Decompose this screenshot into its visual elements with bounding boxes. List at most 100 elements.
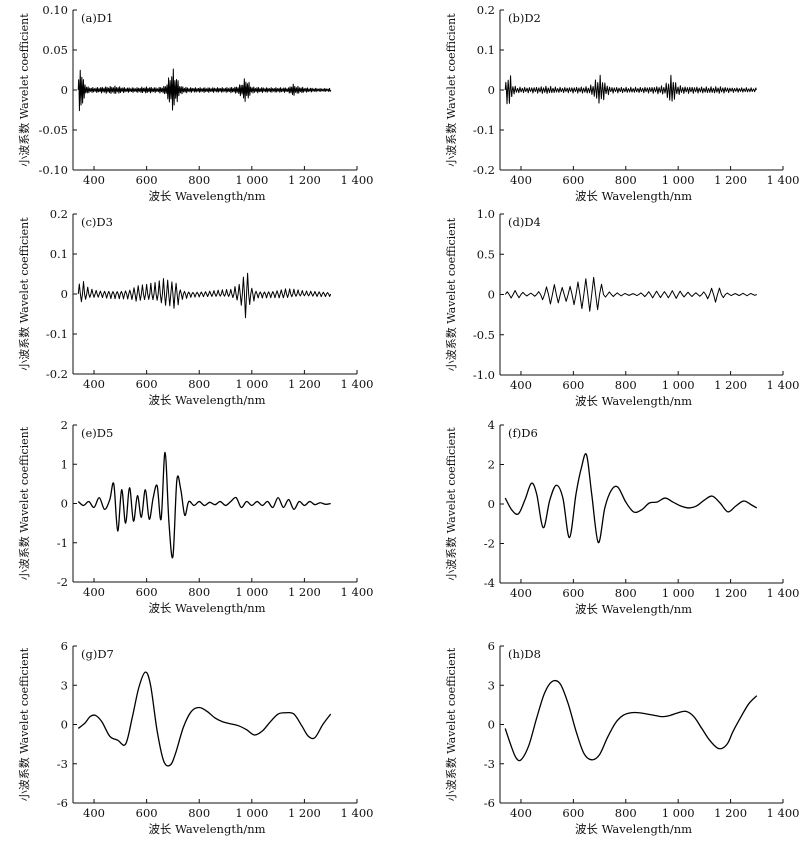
x-tick-label: 1 000 [235, 806, 268, 820]
y-tick-label: 3 [61, 678, 68, 692]
x-tick-label: 1 400 [341, 806, 374, 820]
panel-title: (h)D8 [508, 647, 541, 661]
x-tick-label: 1 400 [767, 586, 800, 600]
y-tick-label: -2 [57, 575, 68, 589]
y-axis-label: 小波系数 Wavelet coefficient [445, 647, 458, 801]
series-line [77, 451, 331, 559]
x-tick-label: 800 [615, 586, 637, 600]
y-tick-label: -0.2 [473, 163, 495, 177]
series-line [77, 272, 332, 319]
chart-panel-5: -2 -1 0 1 2 400 600 800 1 000 1 200 1 400 波长 Wavele… [18, 418, 373, 615]
y-tick-label: -0.10 [39, 163, 69, 177]
chart-panel-4: -1.0 -0.5 0 0.5 1.0 400 600 800 1 000 1 200 1 400 波… [445, 207, 799, 408]
y-tick-label: 6 [488, 639, 495, 653]
x-tick-label: 600 [562, 173, 584, 187]
y-axis-label: 小波系数 Wavelet coefficient [445, 427, 458, 581]
series-line [77, 671, 332, 767]
x-tick-label: 1 000 [662, 173, 695, 187]
x-tick-label: 600 [136, 806, 158, 820]
x-tick-label: 400 [83, 377, 105, 391]
x-tick-label: 600 [136, 585, 158, 599]
series-line [504, 276, 757, 312]
series-line [504, 74, 757, 105]
x-tick-label: 800 [615, 173, 637, 187]
y-axis-label: 小波系数 Wavelet coefficient [445, 217, 458, 371]
x-tick-label: 1 000 [662, 586, 695, 600]
x-tick-label: 800 [615, 806, 637, 820]
y-tick-label: 0.05 [42, 43, 68, 57]
x-tick-label: 800 [188, 377, 210, 391]
y-tick-label: 0 [61, 497, 68, 511]
x-axis-label: 波长 Wavelength/nm [148, 601, 265, 615]
panel-title: (g)D7 [81, 647, 114, 661]
x-tick-label: 1 000 [235, 585, 268, 599]
y-tick-label: -0.05 [39, 123, 69, 137]
x-tick-label: 600 [562, 378, 584, 392]
x-tick-label: 400 [510, 586, 532, 600]
y-tick-label: -3 [484, 757, 495, 771]
panel-title: (f)D6 [508, 426, 538, 440]
y-tick-label: 0 [488, 497, 495, 511]
y-tick-label: 0 [61, 83, 68, 97]
y-axis-label: 小波系数 Wavelet coefficient [18, 647, 31, 801]
x-tick-label: 1 200 [714, 378, 747, 392]
x-tick-label: 800 [188, 585, 210, 599]
x-tick-label: 1 200 [288, 585, 321, 599]
y-tick-label: 0.5 [477, 247, 495, 261]
chart-panel-7: -6 -3 0 3 6 400 600 800 1 000 1 200 1 400 波长 Wavele… [18, 639, 373, 836]
x-tick-label: 1 200 [714, 173, 747, 187]
panel-title: (e)D5 [81, 426, 113, 440]
panel-title: (d)D4 [508, 215, 541, 229]
chart-panel-2: -0.2 -0.1 0 0.1 0.2 400 600 800 1 000 1 200 1 400 波… [445, 3, 799, 203]
series-line [504, 679, 758, 762]
x-tick-label: 400 [83, 585, 105, 599]
y-tick-label: -3 [57, 757, 68, 771]
x-tick-label: 1 400 [767, 806, 800, 820]
x-axis-label: 波长 Wavelength/nm [575, 822, 692, 836]
y-tick-label: 0 [61, 718, 68, 732]
y-axis-label: 小波系数 Wavelet coefficient [445, 13, 458, 167]
y-tick-label: -1.0 [473, 368, 495, 382]
y-tick-label: 0 [61, 287, 68, 301]
y-tick-label: 6 [61, 639, 68, 653]
x-axis-label: 波长 Wavelength/nm [148, 393, 265, 407]
x-tick-label: 1 000 [235, 173, 268, 187]
y-tick-label: 0 [488, 288, 495, 302]
x-tick-label: 1 200 [288, 173, 321, 187]
y-tick-label: -0.5 [473, 328, 495, 342]
x-tick-label: 1 400 [341, 585, 374, 599]
x-tick-label: 400 [83, 173, 105, 187]
x-tick-label: 600 [136, 173, 158, 187]
x-tick-label: 1 400 [341, 377, 374, 391]
x-tick-label: 1 400 [767, 173, 800, 187]
x-tick-label: 800 [615, 378, 637, 392]
y-tick-label: 0.2 [477, 3, 495, 17]
x-tick-label: 1 200 [714, 806, 747, 820]
x-tick-label: 400 [510, 173, 532, 187]
x-tick-label: 1 000 [662, 806, 695, 820]
x-tick-label: 1 000 [235, 377, 268, 391]
x-axis-label: 波长 Wavelength/nm [575, 189, 692, 203]
y-axis-label: 小波系数 Wavelet coefficient [18, 13, 31, 167]
y-tick-label: -0.1 [473, 123, 495, 137]
x-tick-label: 800 [188, 806, 210, 820]
series-line [77, 68, 332, 112]
y-tick-label: -4 [484, 576, 495, 590]
y-tick-label: 4 [488, 418, 495, 432]
y-tick-label: 1.0 [477, 207, 495, 221]
y-tick-label: 0.2 [50, 207, 68, 221]
x-tick-label: 800 [188, 173, 210, 187]
y-tick-label: -1 [57, 536, 68, 550]
y-axis-label: 小波系数 Wavelet coefficient [18, 217, 31, 371]
y-tick-label: 0.1 [477, 43, 495, 57]
chart-panel-3: -0.2 -0.1 0 0.1 0.2 400 600 800 1 000 1 200 1 400 波… [18, 207, 373, 407]
y-tick-label: -2 [484, 537, 495, 551]
y-axis-label: 小波系数 Wavelet coefficient [18, 426, 31, 580]
y-tick-label: 0 [488, 83, 495, 97]
y-tick-label: -0.2 [46, 367, 68, 381]
panel-title: (b)D2 [508, 11, 541, 25]
y-tick-label: -6 [57, 796, 68, 810]
y-tick-label: 3 [488, 678, 495, 692]
